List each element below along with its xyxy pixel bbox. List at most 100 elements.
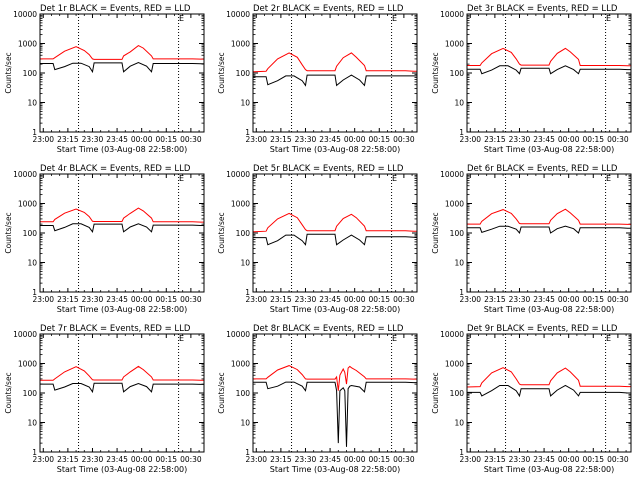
y-tick-label: 1000 <box>231 360 250 369</box>
y-tick-label: 100 <box>450 389 465 398</box>
x-tick-label: 23:45 <box>533 295 555 304</box>
panel-title: Det 3r BLACK = Events, RED = LLD <box>467 4 618 14</box>
panel-title: Det 2r BLACK = Events, RED = LLD <box>253 4 404 14</box>
y-tick-label: 100 <box>23 389 38 398</box>
x-tick-label: 23:00 <box>245 455 267 464</box>
y-tick-label: 1000 <box>445 360 464 369</box>
lld-series-line <box>40 207 204 223</box>
x-tick-label: 00:00 <box>558 455 580 464</box>
corner-mark: E <box>392 334 397 343</box>
detector-panel-2: Det 2r BLACK = Events, RED = LLD 1 10 100 10… <box>217 4 418 154</box>
x-tick-label: 23:30 <box>295 135 317 144</box>
y-tick-label: 1 <box>459 128 464 137</box>
y-tick-label: 1 <box>245 128 250 137</box>
y-tick-label: 10 <box>27 259 37 268</box>
x-tick-label: 00:15 <box>155 455 177 464</box>
lld-series-line <box>40 45 204 60</box>
events-series-line <box>467 384 631 398</box>
x-tick-label: 23:00 <box>32 455 54 464</box>
x-tick-label: 23:30 <box>82 135 104 144</box>
x-tick-label: 23:30 <box>509 135 531 144</box>
x-tick-label: 23:45 <box>533 135 555 144</box>
x-axis-label: Start Time (03-Aug-08 22:58:00) <box>57 465 188 474</box>
y-tick-label: 1000 <box>18 200 37 209</box>
x-tick-label: 00:00 <box>558 295 580 304</box>
x-tick-label: 23:15 <box>270 135 292 144</box>
x-axis-label: Start Time (03-Aug-08 22:58:00) <box>484 465 615 474</box>
y-tick-label: 100 <box>236 389 251 398</box>
events-series-line <box>40 223 204 233</box>
x-tick-label: 23:15 <box>57 135 79 144</box>
x-tick-label: 00:30 <box>607 295 629 304</box>
y-tick-label: 10000 <box>440 170 464 179</box>
y-axis-label: Counts/sec <box>217 372 226 413</box>
lld-series-line <box>40 365 204 381</box>
y-tick-label: 10000 <box>13 10 37 19</box>
x-tick-label: 00:00 <box>131 295 153 304</box>
y-axis-label: Counts/sec <box>431 52 440 93</box>
panel-title: Det 1r BLACK = Events, RED = LLD <box>40 4 191 14</box>
y-tick-label: 100 <box>450 229 465 238</box>
y-tick-label: 10 <box>454 419 464 428</box>
y-tick-label: 100 <box>236 229 251 238</box>
detector-panel-9: Det 9r BLACK = Events, RED = LLD 1 10 100 10… <box>431 324 632 474</box>
x-tick-label: 00:30 <box>393 135 415 144</box>
axes-frame <box>466 333 632 453</box>
events-series-line <box>40 62 204 74</box>
x-tick-label: 00:30 <box>393 295 415 304</box>
x-tick-label: 00:00 <box>131 455 153 464</box>
y-tick-label: 10 <box>240 99 250 108</box>
x-axis-label: Start Time (03-Aug-08 22:58:00) <box>270 145 401 154</box>
x-tick-label: 00:30 <box>180 455 202 464</box>
events-series-line <box>40 382 204 394</box>
panel-title: Det 6r BLACK = Events, RED = LLD <box>467 164 618 174</box>
detector-panel-8: Det 8r BLACK = Events, RED = LLD 1 10 100 10… <box>217 324 418 474</box>
corner-mark: E <box>606 334 611 343</box>
x-tick-label: 23:45 <box>319 135 341 144</box>
axes-frame <box>466 173 632 293</box>
x-tick-label: 23:15 <box>57 295 79 304</box>
axes-frame <box>252 13 418 133</box>
y-tick-label: 10000 <box>226 10 250 19</box>
x-tick-label: 23:00 <box>245 135 267 144</box>
panel-title: Det 7r BLACK = Events, RED = LLD <box>40 324 191 334</box>
y-tick-label: 100 <box>23 229 38 238</box>
x-tick-label: 23:15 <box>484 295 506 304</box>
x-tick-label: 00:15 <box>155 295 177 304</box>
axes-frame <box>466 13 632 133</box>
lld-series-line <box>466 367 631 388</box>
y-tick-label: 1 <box>459 288 464 297</box>
y-tick-label: 10000 <box>226 330 250 339</box>
events-series-line <box>253 233 417 246</box>
y-tick-label: 10000 <box>13 170 37 179</box>
corner-mark: E <box>179 334 184 343</box>
detector-panel-3: Det 3r BLACK = Events, RED = LLD 1 10 100 10… <box>431 4 632 154</box>
y-axis-label: Counts/sec <box>217 52 226 93</box>
x-tick-label: 23:00 <box>245 295 267 304</box>
x-tick-label: 23:30 <box>509 455 531 464</box>
y-tick-label: 10000 <box>440 10 464 19</box>
x-tick-label: 23:15 <box>484 455 506 464</box>
y-tick-label: 1 <box>245 448 250 457</box>
x-tick-label: 23:15 <box>57 455 79 464</box>
x-tick-label: 23:45 <box>106 135 128 144</box>
lld-series-line <box>252 52 417 73</box>
lld-series-line <box>467 47 631 67</box>
y-tick-label: 1 <box>459 448 464 457</box>
y-tick-label: 1 <box>32 128 37 137</box>
panel-title: Det 8r BLACK = Events, RED = LLD <box>253 324 404 334</box>
lld-series-line <box>253 365 417 391</box>
x-tick-label: 00:15 <box>368 135 390 144</box>
x-tick-label: 23:00 <box>459 455 481 464</box>
x-tick-label: 23:00 <box>459 295 481 304</box>
panel-title: Det 4r BLACK = Events, RED = LLD <box>40 164 191 174</box>
x-tick-label: 23:45 <box>106 295 128 304</box>
x-tick-label: 00:30 <box>607 135 629 144</box>
x-tick-label: 23:30 <box>509 295 531 304</box>
y-tick-label: 10 <box>454 259 464 268</box>
panel-title: Det 5r BLACK = Events, RED = LLD <box>253 164 404 174</box>
x-axis-label: Start Time (03-Aug-08 22:58:00) <box>270 465 401 474</box>
detector-panel-6: Det 6r BLACK = Events, RED = LLD 1 10 100 10… <box>431 164 632 314</box>
y-axis-label: Counts/sec <box>4 212 13 253</box>
x-axis-label: Start Time (03-Aug-08 22:58:00) <box>270 305 401 314</box>
